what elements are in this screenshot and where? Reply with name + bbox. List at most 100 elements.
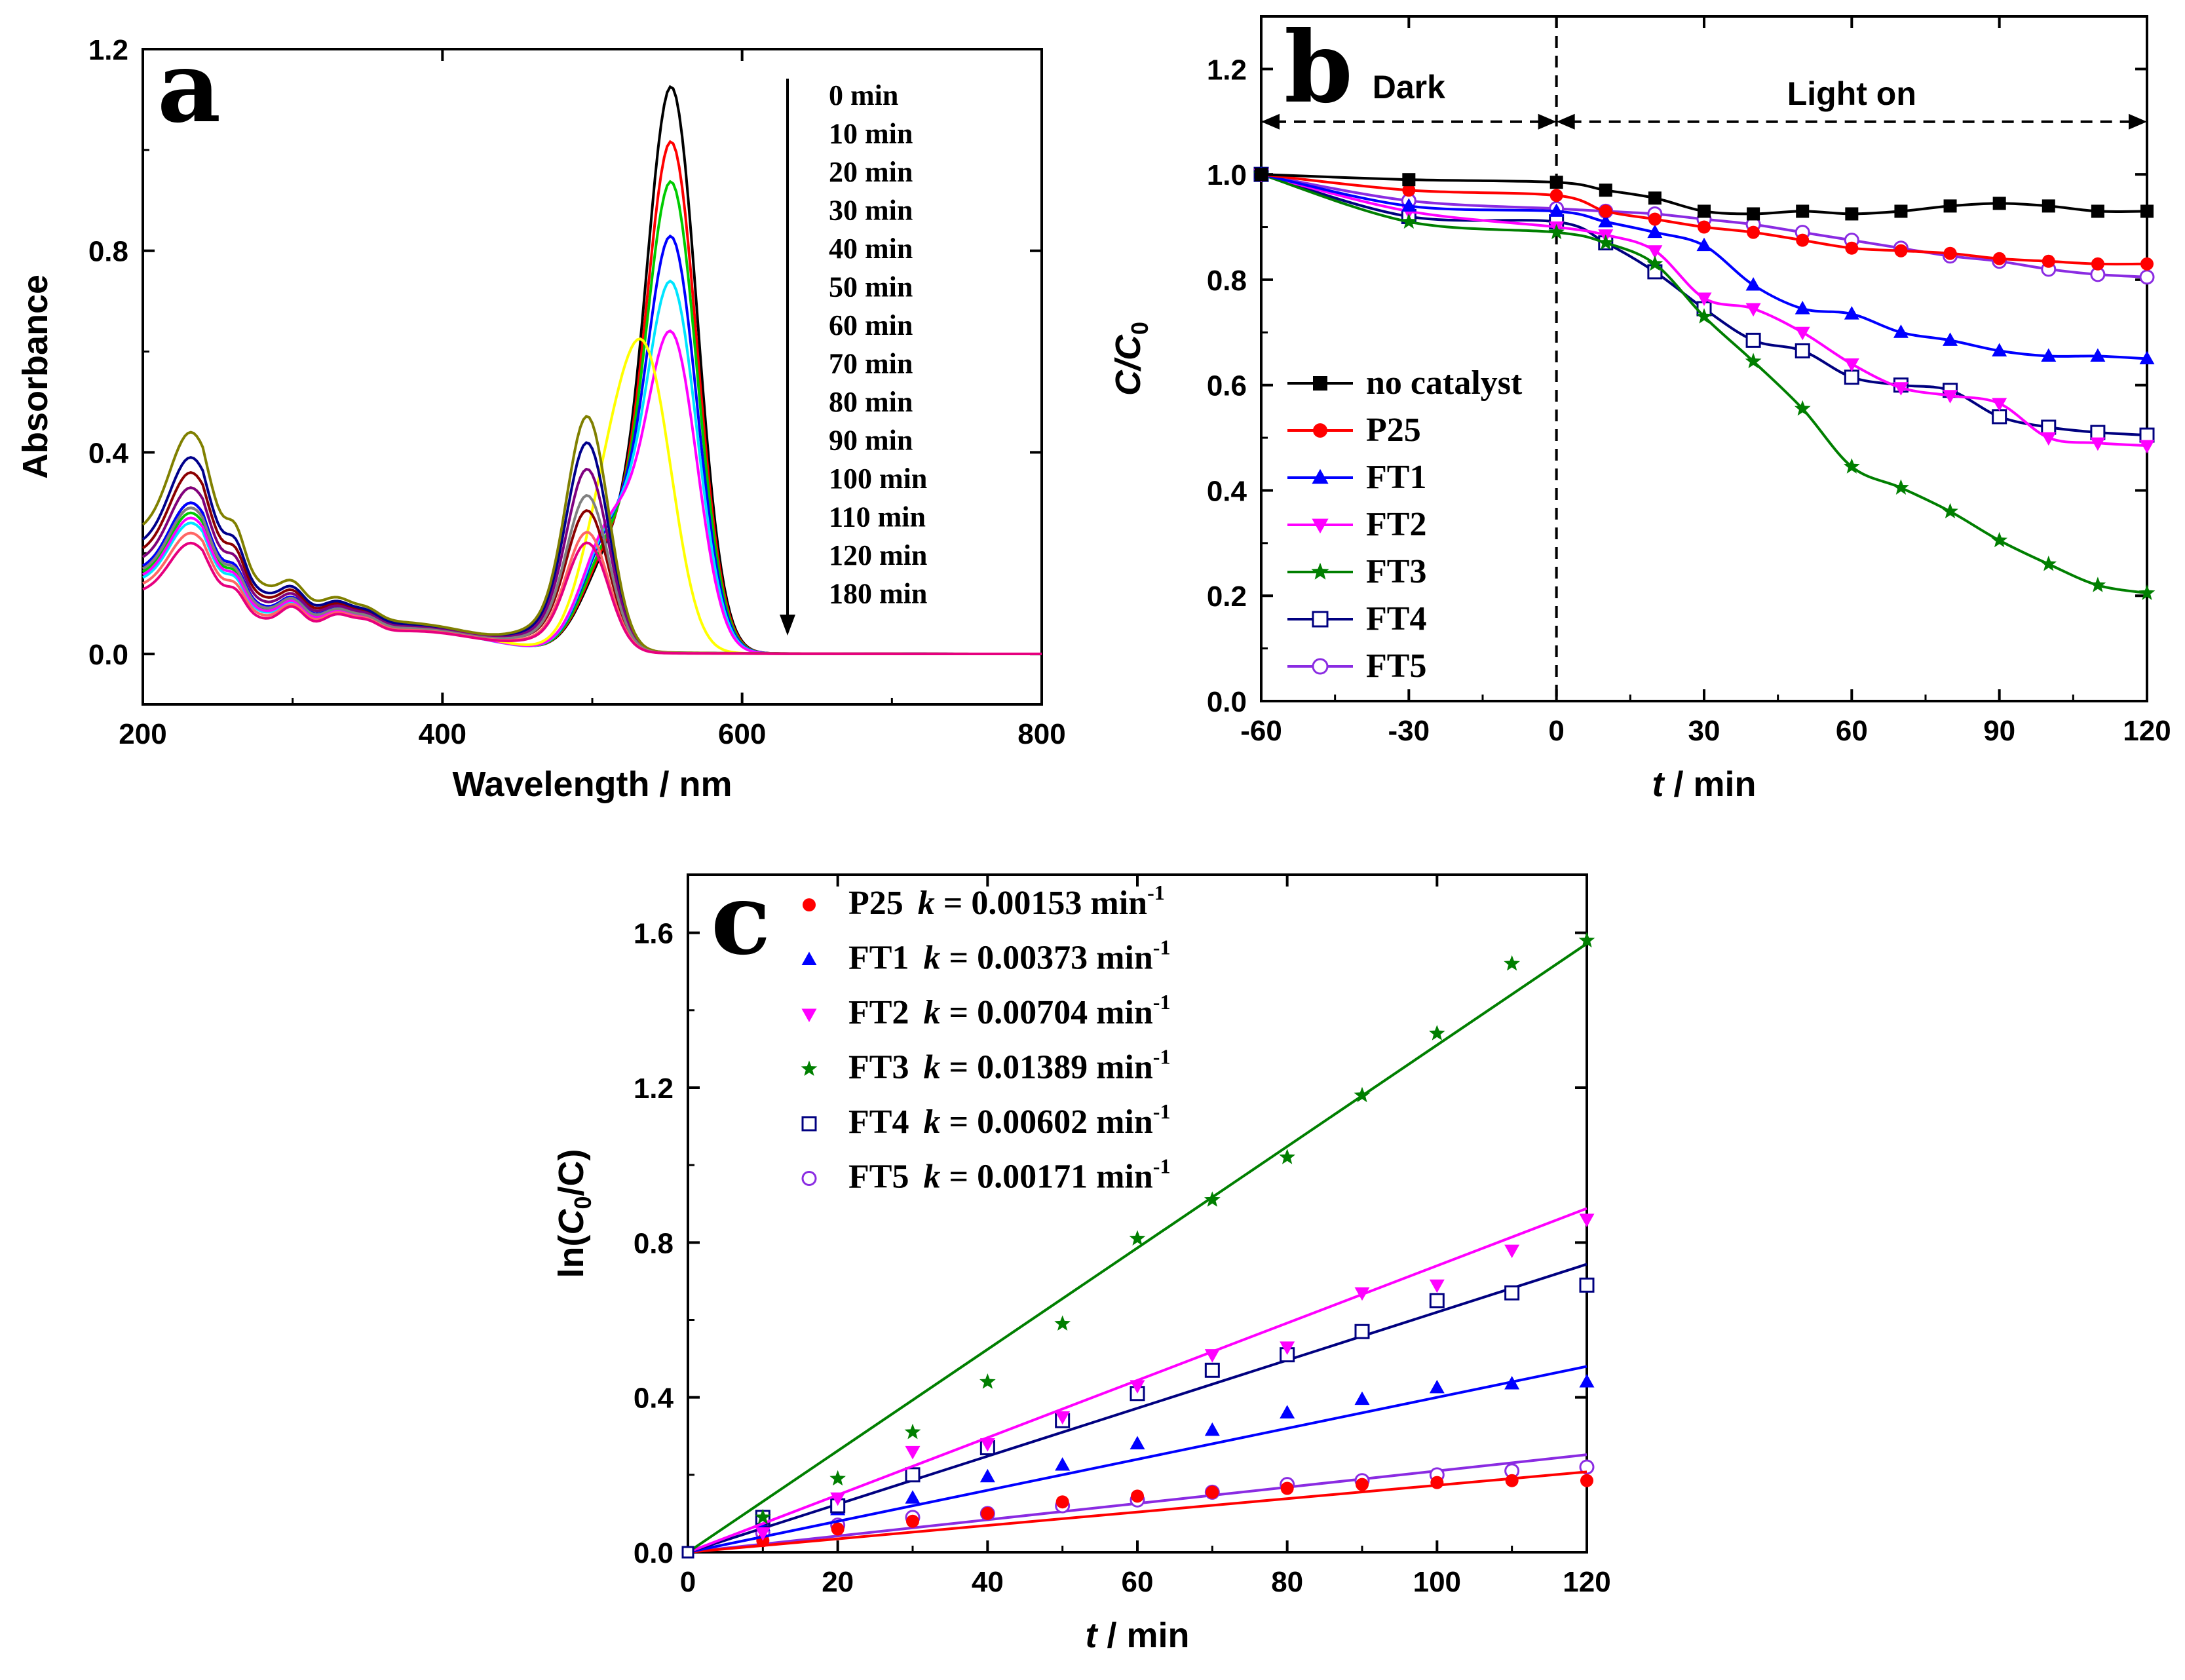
panel-c-legend-k-2: k	[923, 994, 940, 1031]
panel-a-xtick-label: 200	[119, 718, 166, 750]
panel-c-point-2-5	[1055, 1411, 1071, 1425]
panel-c-legend-label-3: FT3 k = 0.01389 min-1	[848, 1045, 1170, 1086]
panel-b-point-2-1	[1401, 198, 1416, 212]
panel-a-legend-item-12: 120 min	[829, 539, 927, 571]
panel-b-point-0-11	[1992, 197, 2006, 210]
panel-b-point-5-6	[1745, 332, 1761, 348]
panel-b-legend-marker-3	[1312, 518, 1329, 534]
panel-c-legend-unit-2: min	[1088, 994, 1153, 1031]
panel-a-ytick-label: 0.8	[88, 236, 128, 268]
panel-b-point-6-14	[2139, 269, 2155, 285]
panel-c-point-3-3	[904, 1423, 921, 1440]
panel-b-point-1-3	[1599, 204, 1612, 218]
panel-c-point-5-12	[1579, 1459, 1595, 1475]
panel-c-fit-line-4	[687, 1263, 1587, 1554]
panel-c-x-axis-label-var: t	[1086, 1616, 1099, 1655]
panel-c-point-0-10	[1430, 1476, 1444, 1489]
panel-b-xtick-label: -60	[1240, 715, 1282, 747]
panel-c-point-3-9	[1354, 1086, 1371, 1103]
panel-c-point-2-3	[905, 1445, 921, 1460]
panel-c-point-4-11	[1504, 1285, 1520, 1301]
panel-b-x-axis-label-var: t	[1652, 765, 1665, 804]
panel-b-xtick-label: 30	[1688, 715, 1720, 747]
panel-c-xtick-label: 60	[1122, 1566, 1154, 1598]
panel-c-point-1-3	[905, 1490, 921, 1504]
panel-b-ytick-label: 0.6	[1207, 370, 1247, 402]
panel-b-point-4-6	[1745, 353, 1762, 368]
panel-b-point-1-12	[2042, 254, 2055, 268]
panel-c-fit-line-3	[687, 942, 1588, 1554]
panel-c-legend-name-4: FT4	[848, 1103, 909, 1141]
panel-c-xtick-label: 80	[1271, 1566, 1303, 1598]
panel-c-legend-label-2: FT2 k = 0.00704 min-1	[848, 990, 1170, 1031]
panel-c-legend-marker-1	[801, 951, 817, 965]
panel-b-ytick-label: 0.0	[1207, 686, 1247, 718]
panel-b-legend-marker-6	[1312, 658, 1329, 675]
panel-b-series-line-0	[1261, 173, 2148, 216]
panel-b-xtick-label: 60	[1836, 715, 1868, 747]
panel-a-legend-item-1: 10 min	[829, 118, 913, 150]
panel-c-legend-name-5: FT5	[848, 1158, 909, 1196]
panel-a-spectrum-13	[142, 541, 1042, 655]
panel-c-legend-value-3: 0.01389	[977, 1049, 1088, 1086]
panel-b-point-3-12	[2041, 432, 2057, 446]
panel-c-legend-marker-0	[803, 898, 816, 911]
panel-a-legend-item-8: 80 min	[829, 386, 913, 418]
panel-b-ytick-label: 1.2	[1207, 54, 1247, 86]
panel-b-point-4-11	[1991, 531, 2007, 548]
panel-c-point-2-7	[1204, 1349, 1220, 1363]
panel-c-point-1-9	[1354, 1391, 1370, 1405]
panel-c-point-3-1	[755, 1508, 771, 1525]
panel-c-y-axis-label-c: C	[552, 1209, 591, 1235]
panel-c-point-0-2	[831, 1522, 845, 1536]
panel-c-point-1-8	[1280, 1405, 1295, 1419]
panel-b-legend-label-6: FT5	[1366, 647, 1426, 685]
panel-b-plot-frame	[1260, 15, 2148, 702]
panel-b-point-3-14	[2139, 440, 2155, 454]
panel-b-point-1-5	[1698, 220, 1711, 234]
panel-b-point-0-9	[1894, 204, 1908, 218]
panel-b: -60 -30 0 30 60 90 120 0.0 0.2 0.4 0.6 0.8 1.0 1.2 t /…	[1109, 10, 2171, 804]
panel-b-point-3-6	[1745, 303, 1761, 317]
panel-b-point-2-8	[1844, 306, 1859, 320]
panel-b-point-2-11	[1992, 343, 2007, 356]
panel-b-series-line-5	[1261, 173, 2148, 437]
panel-b-point-4-12	[2040, 556, 2057, 571]
panel-b-point-3-8	[1844, 358, 1859, 372]
panel-a-legend-item-11: 110 min	[829, 501, 926, 533]
panel-c-legend-eq-4: =	[940, 1103, 977, 1141]
panel-c-point-1-4	[979, 1468, 995, 1483]
panel-c-y-axis-label: ln(C0/C)	[552, 1149, 596, 1278]
panel-b-point-4-5	[1696, 308, 1713, 324]
panel-c-point-0-7	[1206, 1485, 1219, 1499]
panel-b-letter: b	[1284, 10, 1353, 125]
panel-c-point-4-12	[1579, 1277, 1595, 1293]
panel-b-ytick-label: 0.4	[1207, 475, 1247, 507]
panel-b-point-0-13	[2091, 204, 2104, 218]
panel-c-xtick-label: 20	[822, 1566, 854, 1598]
panel-b-legend-label-1: P25	[1366, 411, 1421, 449]
panel-c-legend-label-4: FT4 k = 0.00602 min-1	[848, 1099, 1170, 1141]
panel-b-point-1-8	[1845, 241, 1859, 255]
panel-b-legend-marker-2	[1312, 468, 1329, 484]
panel-b-legend-label-4: FT3	[1366, 553, 1426, 590]
panel-b-series-line-6	[1261, 173, 2148, 278]
panel-b-point-4-2	[1548, 223, 1565, 240]
panel-a-legend-item-9: 90 min	[829, 425, 913, 457]
panel-c-ytick-label: 1.6	[634, 918, 674, 950]
panel-b-point-1-13	[2091, 257, 2104, 271]
panel-c-legend-k-3: k	[923, 1049, 940, 1086]
panel-b-legend-marker-4	[1311, 562, 1329, 580]
panel-c-legend-eq-0: =	[935, 885, 972, 922]
panel-b-point-2-7	[1795, 301, 1810, 315]
panel-c-legend-k-0: k	[918, 885, 935, 922]
panel-c-x-axis-label: t / min	[1086, 1616, 1190, 1655]
panel-c: 0 20 40 60 80 100 120 0.0 0.4 0.8 1.2 1.6 t / min ln(…	[552, 862, 1611, 1655]
panel-c-legend-label-5: FT5 k = 0.00171 min-1	[848, 1155, 1170, 1196]
panel-a-ytick-label: 0.4	[88, 437, 129, 469]
panel-c-point-2-8	[1280, 1341, 1295, 1355]
panel-c-point-2-12	[1579, 1213, 1595, 1227]
panel-b-series-line-1	[1261, 173, 2148, 266]
panel-c-legend-label-1: FT1 k = 0.00373 min-1	[848, 936, 1170, 977]
panel-c-legend-eq-2: =	[940, 994, 977, 1031]
